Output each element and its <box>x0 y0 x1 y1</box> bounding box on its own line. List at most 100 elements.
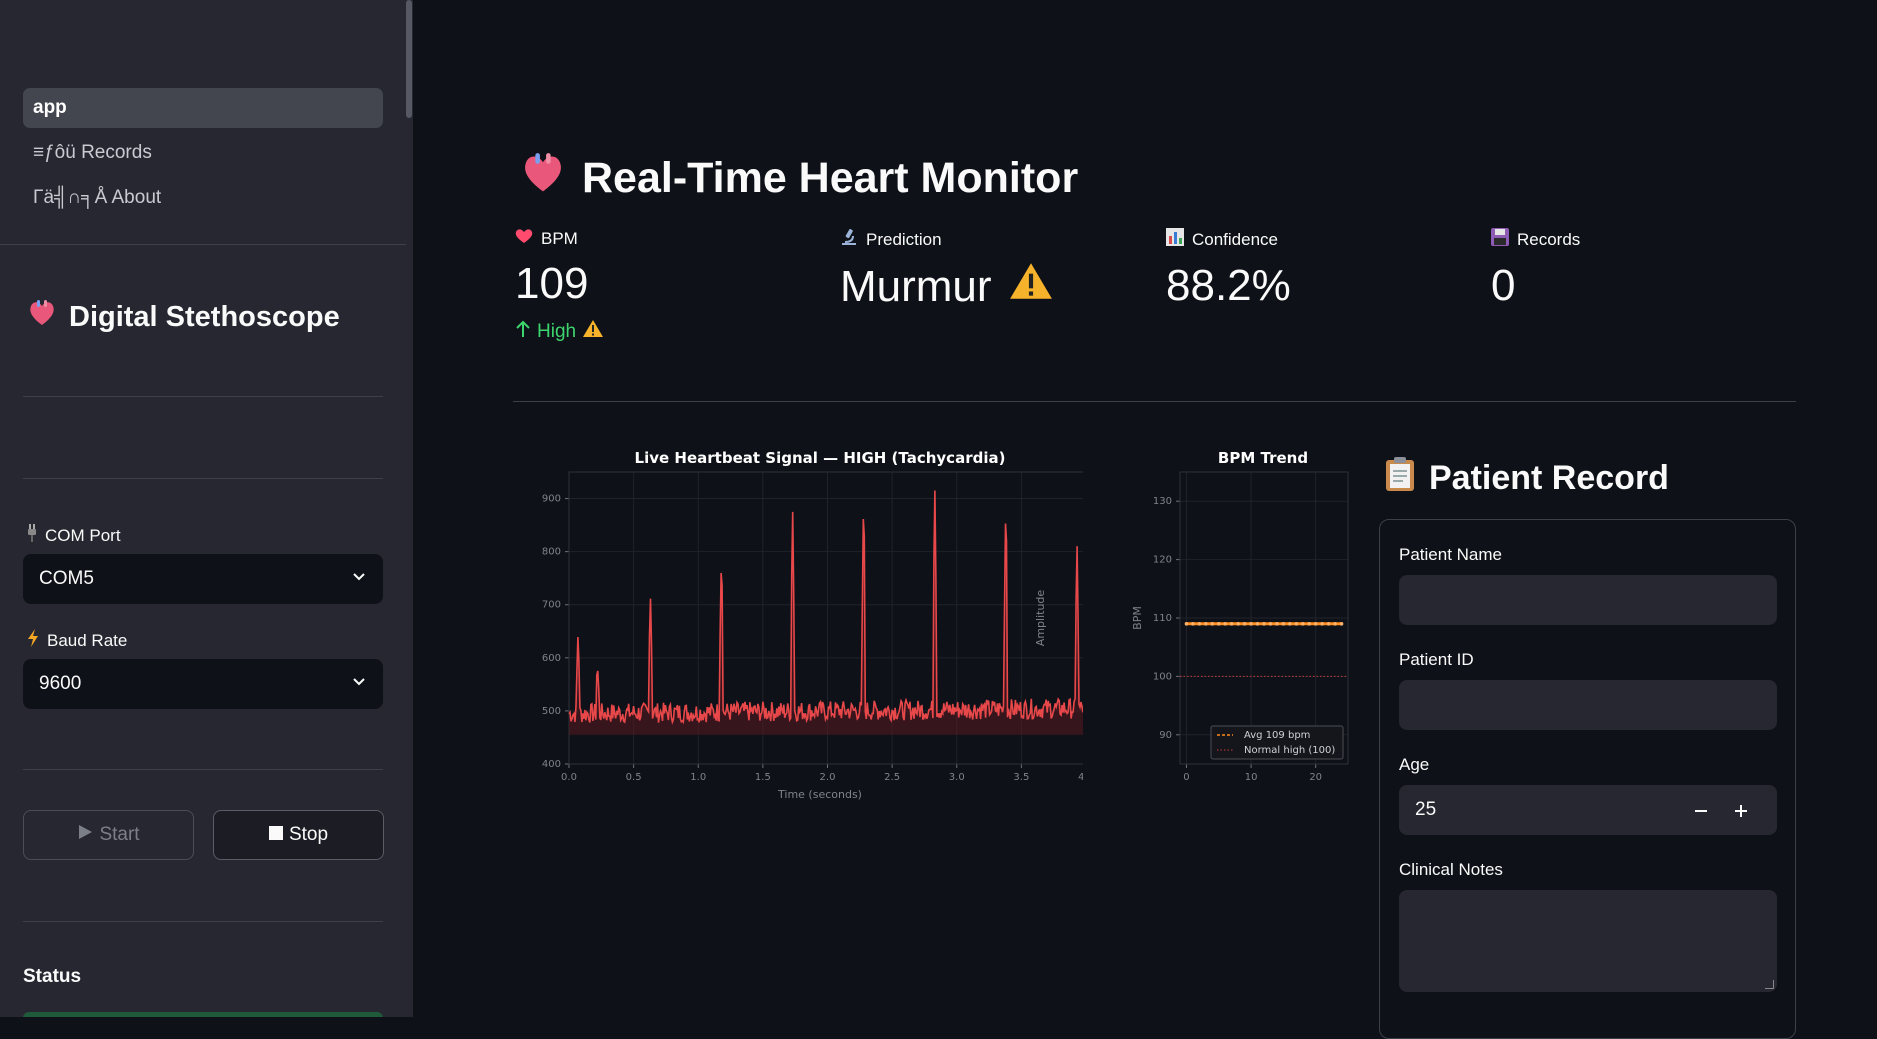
metric-prediction: Prediction Murmur <box>840 228 1054 312</box>
stop-button-label: Stop <box>288 824 329 845</box>
heart-anatomical-icon <box>27 298 57 336</box>
metric-records-label-text: Records <box>1517 229 1581 249</box>
metric-bpm-delta: High <box>515 319 604 344</box>
warning-icon <box>1008 261 1054 312</box>
sidebar-divider <box>23 921 383 922</box>
patient-name-input[interactable] <box>1399 575 1777 625</box>
x-tick-label: 3.0 <box>949 772 965 783</box>
trend-point <box>1294 622 1299 626</box>
nav-item-app[interactable]: app <box>23 88 383 128</box>
trend-point <box>1184 622 1189 626</box>
page-title: Real-Time Heart Monitor <box>520 150 1078 207</box>
metric-records: Records 0 <box>1491 228 1580 311</box>
section-divider <box>513 401 1796 402</box>
patient-record-title-text: Patient Record <box>1429 459 1669 497</box>
sidebar-scrollbar[interactable] <box>406 0 412 118</box>
metric-bpm-label: BPM <box>515 228 604 249</box>
trend-point <box>1275 622 1279 626</box>
age-stepper: 25 <box>1399 785 1777 835</box>
x-tick-label: 1.5 <box>755 772 771 783</box>
sidebar-nav: app ≡ƒôü Records Γä╣∩╕Å About <box>23 88 383 223</box>
y-axis-label: BPM <box>1131 606 1144 630</box>
x-tick-label: 1.0 <box>690 772 706 783</box>
trend-point <box>1320 622 1324 626</box>
microscope-icon <box>840 228 858 251</box>
clinical-notes-label: Clinical Notes <box>1399 860 1503 879</box>
trend-point <box>1204 622 1208 626</box>
legend-entry-normal: Normal high (100) <box>1244 745 1335 756</box>
patient-id-label: Patient ID <box>1399 650 1474 669</box>
age-label: Age <box>1399 755 1430 774</box>
plug-icon <box>27 524 37 547</box>
trend-point <box>1249 622 1253 626</box>
heartbeat-signal-chart: Live Heartbeat Signal — HIGH (Tachycardi… <box>542 449 1083 801</box>
metric-confidence-value: 88.2% <box>1166 261 1291 310</box>
start-button-label: Start <box>99 824 140 845</box>
start-button[interactable]: Start <box>23 810 194 860</box>
y-axis-label: Amplitude <box>1034 590 1047 647</box>
bar-chart-icon <box>1166 228 1184 251</box>
y-tick-label: 100 <box>1153 671 1172 682</box>
metric-bpm: BPM 109 High <box>515 228 604 344</box>
resize-handle-icon[interactable] <box>1765 980 1774 989</box>
chart-title: Live Heartbeat Signal — HIGH (Tachycardi… <box>635 449 1006 467</box>
status-indicator <box>23 1012 383 1017</box>
trend-point <box>1210 622 1215 626</box>
x-tick-label: 2.0 <box>820 772 836 783</box>
status-heading: Status <box>23 966 82 987</box>
heart-anatomical-icon <box>520 150 566 207</box>
baud-rate-select[interactable]: 9600 <box>23 659 383 709</box>
metric-prediction-label-text: Prediction <box>866 229 942 249</box>
com-port-value: COM5 <box>39 568 94 589</box>
x-tick-label: 0.0 <box>561 772 577 783</box>
x-tick-label: 3.5 <box>1013 772 1029 783</box>
trend-point <box>1288 622 1292 626</box>
metric-records-label: Records <box>1491 228 1580 251</box>
play-icon <box>77 824 93 846</box>
nav-item-records[interactable]: ≡ƒôü Records <box>33 142 152 163</box>
age-value[interactable]: 25 <box>1415 799 1437 820</box>
patient-record-title: Patient Record <box>1385 456 1669 501</box>
sidebar-title-text: Digital Stethoscope <box>69 300 340 333</box>
trend-point <box>1229 622 1234 626</box>
legend-entry-avg: Avg 109 bpm <box>1244 730 1310 741</box>
com-port-select[interactable]: COM5 <box>23 554 383 604</box>
clinical-notes-textarea[interactable] <box>1399 890 1777 992</box>
patient-id-input[interactable] <box>1399 680 1777 730</box>
y-tick-label: 900 <box>542 494 561 505</box>
stop-icon <box>268 824 283 846</box>
trend-point <box>1236 622 1240 626</box>
chart-legend: Avg 109 bpm Normal high (100) <box>1210 725 1344 760</box>
x-tick-label: 0.5 <box>626 772 642 783</box>
sidebar-divider <box>23 478 383 479</box>
chevron-down-icon <box>351 673 367 695</box>
x-tick-label: 4.0 <box>1078 772 1083 783</box>
trend-point <box>1242 622 1247 626</box>
floppy-disk-icon <box>1491 228 1509 251</box>
trend-point <box>1197 622 1202 626</box>
sidebar-divider <box>0 244 406 245</box>
trend-point <box>1255 622 1260 626</box>
warning-icon <box>582 319 604 344</box>
y-tick-label: 110 <box>1153 613 1172 624</box>
x-axis-label: Time (seconds) <box>777 788 862 801</box>
baud-rate-value: 9600 <box>39 673 82 694</box>
metric-bpm-delta-text: High <box>537 320 577 342</box>
nav-item-about[interactable]: Γä╣∩╕Å About <box>33 187 162 208</box>
patient-record-form: Patient Name Patient ID Age 25 Clinical … <box>1379 519 1796 1039</box>
stop-button[interactable]: Stop <box>213 810 384 860</box>
sidebar-title: Digital Stethoscope <box>27 298 340 336</box>
sidebar: app ≡ƒôü Records Γä╣∩╕Å About Digital St… <box>0 0 413 1017</box>
signal-line <box>568 490 1083 725</box>
y-tick-label: 600 <box>542 653 561 664</box>
y-tick-label: 400 <box>542 759 561 770</box>
clipboard-icon <box>1385 456 1415 501</box>
y-tick-label: 700 <box>542 600 561 611</box>
metric-confidence-label-text: Confidence <box>1192 229 1279 249</box>
age-increment-button[interactable] <box>1721 797 1761 823</box>
age-decrement-button[interactable] <box>1681 797 1721 823</box>
metric-bpm-label-text: BPM <box>541 228 578 248</box>
chevron-down-icon <box>351 568 367 590</box>
baud-rate-label: Baud Rate <box>27 629 127 652</box>
patient-name-label: Patient Name <box>1399 545 1502 564</box>
